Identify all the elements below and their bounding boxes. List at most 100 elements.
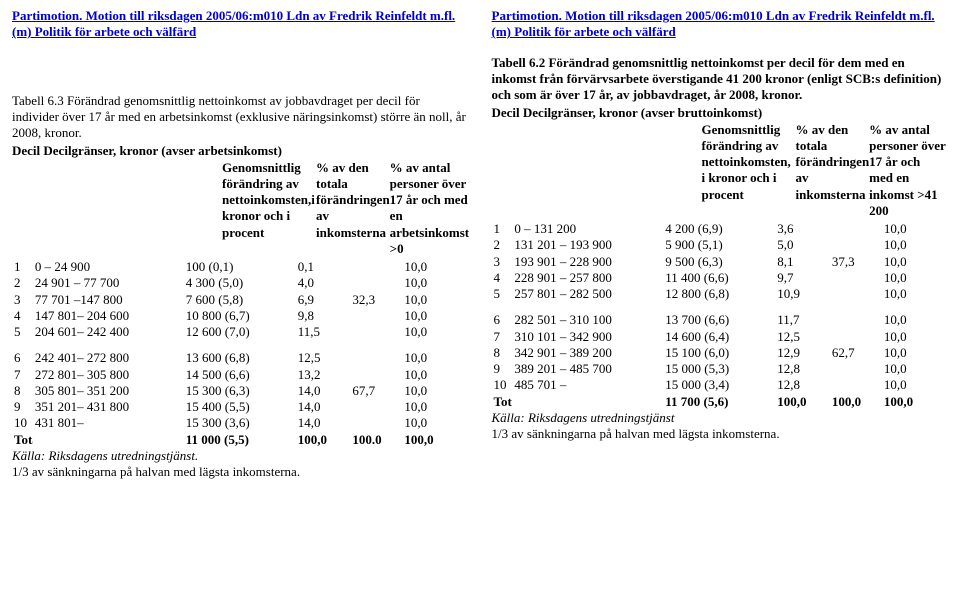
table-cell: 10,0 xyxy=(882,312,947,328)
table-cell: 15 000 (5,3) xyxy=(663,361,775,377)
table-cell: 6,9 xyxy=(296,292,351,308)
table-cell: 10,0 xyxy=(882,361,947,377)
table-cell: 77 701 –147 800 xyxy=(33,292,184,308)
table-cell: 4,0 xyxy=(296,275,351,291)
table-cell: 11 400 (6,6) xyxy=(663,270,775,286)
table-cell: 3 xyxy=(492,254,513,270)
table-cell: 10,0 xyxy=(402,292,467,308)
table-cell: 10,0 xyxy=(882,345,947,361)
table-cell: 2 xyxy=(12,275,33,291)
table-cell: 147 801– 204 600 xyxy=(33,308,184,324)
table-cell: 257 801 – 282 500 xyxy=(512,286,663,302)
table-cell: 8 xyxy=(12,383,33,399)
table-cell xyxy=(830,221,882,237)
table-cell xyxy=(350,415,402,431)
table-cell xyxy=(830,237,882,253)
table-cell: 15 400 (5,5) xyxy=(184,399,296,415)
table-cell xyxy=(350,399,402,415)
table-caption-left: Tabell 6.3 Förändrad genomsnittlig netto… xyxy=(12,93,468,142)
table-cell: 1 xyxy=(492,221,513,237)
table-cell: 12 600 (7,0) xyxy=(184,324,296,340)
table-cell: 12,8 xyxy=(775,361,830,377)
table-cell: 4 300 (5,0) xyxy=(184,275,296,291)
table-cell: 3 xyxy=(12,292,33,308)
table-cell xyxy=(350,259,402,275)
table-cell: 10,0 xyxy=(882,237,947,253)
table-cell: 14 600 (6,4) xyxy=(663,329,775,345)
table-cell: 4 xyxy=(12,308,33,324)
source-right: Källa: Riksdagens utredningstjänst xyxy=(492,410,948,426)
doc-link-right[interactable]: Partimotion. Motion till riksdagen 2005/… xyxy=(492,8,935,39)
table-cell: 10,0 xyxy=(402,275,467,291)
table-cell: 10,0 xyxy=(402,415,467,431)
table-cell: 100.0 xyxy=(350,432,402,448)
table-cell: 10,0 xyxy=(882,221,947,237)
table-cell: 10,0 xyxy=(882,270,947,286)
table-cell xyxy=(350,324,402,340)
table-cell: 282 501 – 310 100 xyxy=(512,312,663,328)
table-cell: 10,0 xyxy=(882,329,947,345)
table-cell: 6 xyxy=(12,350,33,366)
table-cell: 242 401– 272 800 xyxy=(33,350,184,366)
table-cell: 14,0 xyxy=(296,415,351,431)
table-caption-right: Tabell 6.2 Förändrad genomsnittlig netto… xyxy=(492,55,948,104)
column-headers-left: Genomsnittlig förändring av nettoinkomst… xyxy=(12,160,468,258)
table-cell: 14,0 xyxy=(296,399,351,415)
table-cell: 67,7 xyxy=(350,383,402,399)
table-cell: 10,9 xyxy=(775,286,830,302)
table-cell: 389 201 – 485 700 xyxy=(512,361,663,377)
table-cell xyxy=(33,432,184,448)
table-cell: 9 500 (6,3) xyxy=(663,254,775,270)
table-cell: Totalt xyxy=(492,394,513,410)
footnote-right: 1/3 av sänkningarna på halvan med lägsta… xyxy=(492,426,948,442)
table-cell: 351 201– 431 800 xyxy=(33,399,184,415)
table-cell: 13 600 (6,8) xyxy=(184,350,296,366)
table-cell: 4 xyxy=(492,270,513,286)
table-cell: 0,1 xyxy=(296,259,351,275)
table-cell xyxy=(350,350,402,366)
column-headers-right: Genomsnittlig förändring av nettoinkomst… xyxy=(492,122,948,220)
table-cell: 6 xyxy=(492,312,513,328)
table-cell xyxy=(350,308,402,324)
table-cell: 13 700 (6,6) xyxy=(663,312,775,328)
table-cell: 32,3 xyxy=(350,292,402,308)
table-cell xyxy=(350,275,402,291)
subhead-right: Decil Decilgränser, kronor (avser brutto… xyxy=(492,105,948,121)
table-cell: 9 xyxy=(12,399,33,415)
subhead-left: Decil Decilgränser, kronor (avser arbets… xyxy=(12,143,468,159)
table-cell: 10,0 xyxy=(882,377,947,393)
table-cell: 7 xyxy=(12,367,33,383)
table-cell xyxy=(830,270,882,286)
table-cell: 10,0 xyxy=(402,383,467,399)
table-cell: 10,0 xyxy=(402,259,467,275)
table-cell: 15 300 (6,3) xyxy=(184,383,296,399)
table-cell: 10 xyxy=(492,377,513,393)
table-cell: 10,0 xyxy=(402,367,467,383)
table-cell xyxy=(830,377,882,393)
table-cell: 12,8 xyxy=(775,377,830,393)
table-cell: 11 700 (5,6) xyxy=(663,394,775,410)
table-cell: 8,1 xyxy=(775,254,830,270)
doc-link-left[interactable]: Partimotion. Motion till riksdagen 2005/… xyxy=(12,8,455,39)
table-cell: 12,5 xyxy=(775,329,830,345)
table-cell: 12,5 xyxy=(296,350,351,366)
table-cell: 342 901 – 389 200 xyxy=(512,345,663,361)
table-cell: 37,3 xyxy=(830,254,882,270)
table-cell: 7 xyxy=(492,329,513,345)
table-cell: 15 000 (3,4) xyxy=(663,377,775,393)
table-cell: 2 xyxy=(492,237,513,253)
table-cell: 11 000 (5,5) xyxy=(184,432,296,448)
table-cell xyxy=(350,367,402,383)
table-cell: 9,8 xyxy=(296,308,351,324)
table-cell: 431 801– xyxy=(33,415,184,431)
table-cell: 10,0 xyxy=(402,399,467,415)
table-cell xyxy=(830,286,882,302)
table-cell: Totalt xyxy=(12,432,33,448)
table-cell: 0 – 131 200 xyxy=(512,221,663,237)
table-cell: 305 801– 351 200 xyxy=(33,383,184,399)
table-cell: 7 600 (5,8) xyxy=(184,292,296,308)
table-cell: 100,0 xyxy=(830,394,882,410)
table-cell: 204 601– 242 400 xyxy=(33,324,184,340)
table-cell: 0 – 24 900 xyxy=(33,259,184,275)
table-cell xyxy=(512,394,663,410)
